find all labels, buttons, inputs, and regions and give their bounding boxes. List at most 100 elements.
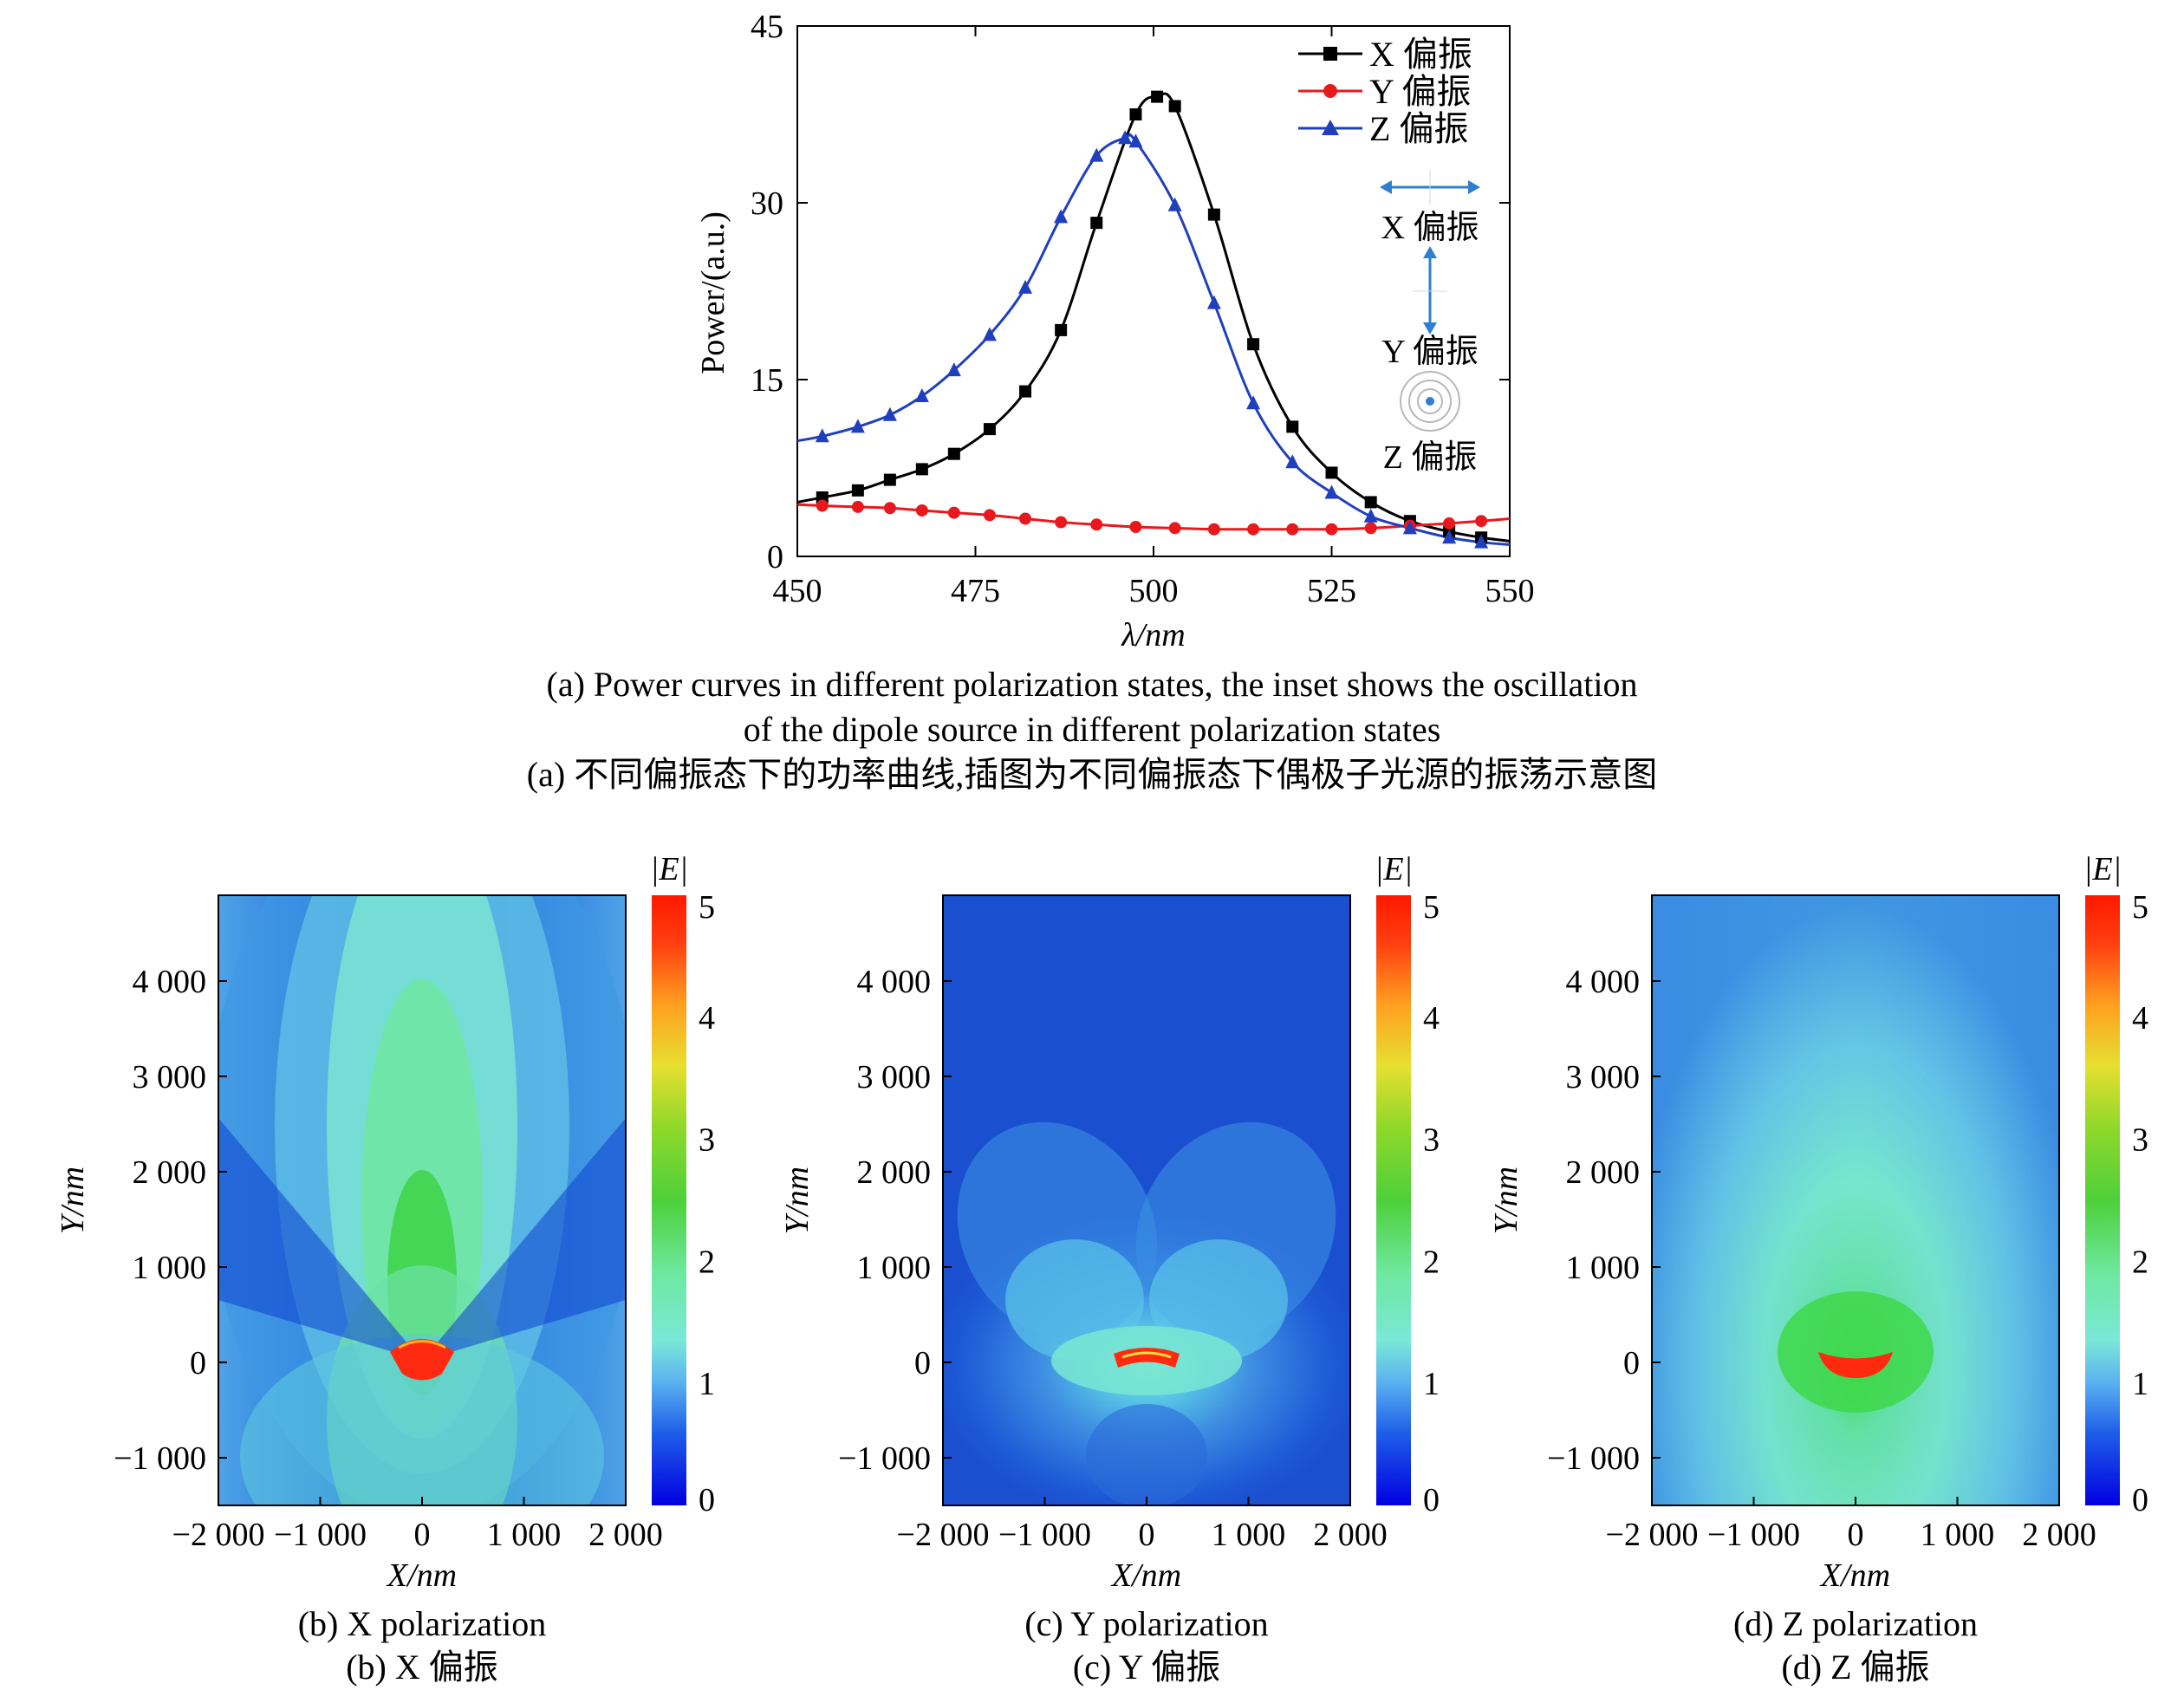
colorbar-tick-label: 3 (1423, 1122, 1440, 1159)
series-point-y (1129, 521, 1142, 533)
colorbar-tick-label: 5 (2132, 889, 2148, 926)
heatmap-x-tick-label: 2 000 (588, 1517, 663, 1553)
y-oscillation-arrow-icon (1413, 246, 1447, 335)
power-axes-ticks: 450 475 500 525 550 0 15 30 45 (751, 9, 1535, 609)
caption-a-zh: (a) 不同偏振态下的功率曲线,插图为不同偏振态下偶极子光源的振荡示意图 (526, 755, 1658, 794)
caption-c-zh: (c) Y 偏振 (1072, 1648, 1221, 1687)
heatmap-y-tick-label: 2 000 (1566, 1154, 1641, 1191)
series-point-y (883, 502, 896, 515)
power-y-tick-label: 15 (751, 362, 783, 399)
series-point-z (1167, 197, 1182, 211)
series-point-z (1363, 508, 1378, 523)
power-y-tick-label: 0 (767, 539, 783, 575)
inset-label-x: X 偏振 (1381, 210, 1479, 246)
colorbar-d (2085, 895, 2120, 1505)
heatmap-y-tick-label: 3 000 (1566, 1059, 1641, 1095)
heatmap-b-x-label: X/nm (386, 1557, 457, 1594)
power-x-tick-label: 550 (1485, 573, 1535, 609)
caption-d-en: (d) Z polarization (1732, 1604, 1979, 1643)
heatmap-x-tick-label: −2 000 (1606, 1517, 1699, 1553)
heatmap-y-tick-label: −1 000 (1547, 1440, 1640, 1477)
colorbar-b (652, 895, 686, 1505)
power-x-axis-label: λ/nm (1121, 617, 1185, 653)
series-point-z (1054, 209, 1069, 224)
series-point-x (1207, 208, 1220, 221)
series-point-x (1325, 466, 1338, 479)
colorbar-tick-label: 5 (1423, 889, 1440, 926)
series-point-y (1168, 522, 1181, 535)
heatmap-y-tick-label: 3 000 (133, 1059, 207, 1095)
colorbar-tick-label: 3 (2132, 1122, 2148, 1159)
caption-c-en: (c) Y polarization (1024, 1604, 1269, 1643)
legend-item-z: Z 偏振 (1298, 109, 1468, 148)
heatmap-y-tick-label: 0 (190, 1345, 206, 1381)
inset-label-y: Y 偏振 (1381, 334, 1479, 370)
inset-label-z: Z 偏振 (1383, 439, 1478, 476)
caption-a-en-line1: (a) Power curves in different polarizati… (546, 665, 1638, 704)
colorbar-tick-label: 0 (2132, 1482, 2148, 1518)
series-point-x (883, 473, 896, 486)
heatmap-y-tick-label: −1 000 (114, 1440, 206, 1477)
power-x-tick-label: 475 (951, 573, 1000, 609)
series-point-z (1018, 279, 1033, 294)
series-point-y (1247, 523, 1260, 536)
heatmap-x-tick-label: 0 (1139, 1517, 1155, 1553)
caption-b-en: (b) X polarization (297, 1604, 547, 1643)
series-point-y (851, 500, 864, 513)
heatmap-x-tick-label: −1 000 (998, 1517, 1091, 1553)
series-point-y (947, 506, 960, 519)
caption-a-en-line2: of the dipole source in different polari… (743, 710, 1441, 749)
series-point-y (1207, 523, 1220, 536)
colorbar-tick-label: 1 (1423, 1366, 1440, 1402)
series-point-x (947, 447, 960, 460)
series-point-y (1090, 518, 1103, 531)
x-oscillation-arrow-icon (1380, 170, 1480, 205)
series-point-x (1364, 496, 1377, 509)
series-point-x (1129, 108, 1142, 120)
series-point-y (1364, 522, 1377, 535)
heatmap-x-tick-label: −1 000 (274, 1517, 367, 1553)
colorbar-tick-label: 5 (699, 889, 715, 926)
caption-b-zh: (b) X 偏振 (346, 1648, 498, 1687)
series-point-y (1019, 512, 1032, 525)
colorbar-tick-label: 1 (2132, 1366, 2148, 1402)
colorbar-tick-label: 4 (699, 1000, 715, 1037)
heatmap-c-y-label: Y/nm (779, 1167, 816, 1234)
power-x-tick-label: 450 (773, 573, 822, 609)
heatmap-x-tick-label: 2 000 (2022, 1517, 2096, 1553)
series-point-x (983, 423, 996, 436)
series-point-y (816, 499, 829, 512)
colorbar-tick-label: 2 (2132, 1244, 2148, 1280)
legend-label-z: Z 偏振 (1369, 109, 1468, 148)
power-legend: X 偏振 Y 偏振 Z 偏振 (1298, 35, 1472, 148)
heatmap-y-tick-label: 4 000 (133, 964, 207, 1000)
heatmap-c-x-label: X/nm (1110, 1557, 1181, 1594)
colorbar-tick-label: 4 (2132, 1000, 2148, 1037)
colorbar-c (1376, 895, 1411, 1505)
colorbar-tick-label: 2 (1423, 1244, 1440, 1280)
series-point-y (1475, 515, 1488, 528)
colorbar-tick-label: 4 (1423, 1000, 1440, 1037)
heatmap-y-tick-label: 0 (1623, 1345, 1640, 1381)
colorbar-c-label: |E| (1375, 851, 1413, 887)
legend-item-y: Y 偏振 (1298, 72, 1471, 111)
heatmap-x-tick-label: −2 000 (897, 1517, 990, 1553)
series-point-z (1474, 534, 1489, 549)
colorbar-tick-label: 3 (699, 1122, 715, 1159)
series-point-z (850, 419, 865, 433)
heatmap-x-tick-label: 1 000 (1212, 1517, 1286, 1553)
series-point-x (1151, 90, 1164, 103)
legend-label-y: Y 偏振 (1369, 72, 1471, 111)
heatmap-b-field (218, 895, 626, 1505)
series-point-z (1118, 130, 1133, 145)
heatmap-x-tick-label: −2 000 (172, 1517, 265, 1553)
series-point-y (1055, 516, 1068, 529)
series-point-x (851, 484, 864, 497)
series-point-y (1286, 523, 1299, 536)
caption-d-zh: (d) Z 偏振 (1781, 1648, 1930, 1687)
